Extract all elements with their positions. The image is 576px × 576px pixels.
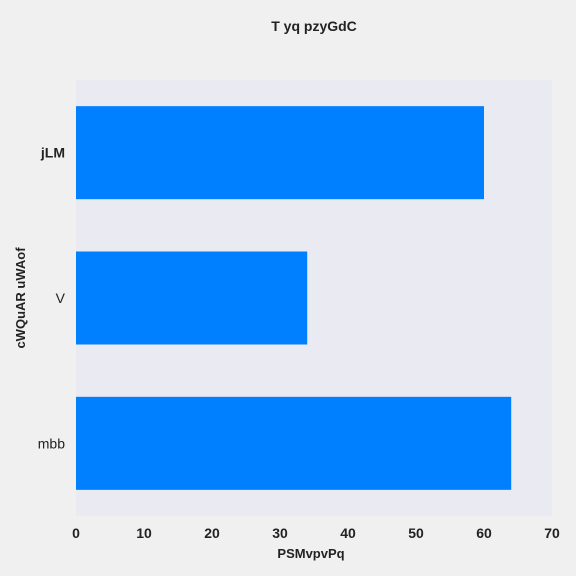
- chart-title: T yq pzyGdC: [271, 18, 357, 34]
- y-tick-label: V: [56, 290, 66, 306]
- bar-V: [76, 251, 308, 345]
- x-tick-label: 60: [476, 525, 492, 541]
- x-tick-label: 30: [272, 525, 288, 541]
- y-tick-label: mbb: [38, 435, 65, 451]
- y-axis-label: cWQuAR uWAof: [13, 247, 28, 349]
- x-tick-label: 0: [72, 525, 80, 541]
- x-tick-labels: 0 10 20 30 40 50 60 70: [72, 525, 560, 541]
- y-tick-label: jLM: [40, 145, 65, 161]
- x-tick-label: 20: [204, 525, 220, 541]
- x-tick-label: 40: [340, 525, 356, 541]
- bars-layer: [76, 106, 512, 490]
- x-tick-label: 70: [544, 525, 560, 541]
- x-axis-label: PSMvpvPq: [277, 546, 344, 561]
- x-tick-label: 50: [408, 525, 424, 541]
- bar-jLM: [76, 106, 484, 200]
- bar-mbb: [76, 396, 512, 490]
- x-tick-label: 10: [136, 525, 152, 541]
